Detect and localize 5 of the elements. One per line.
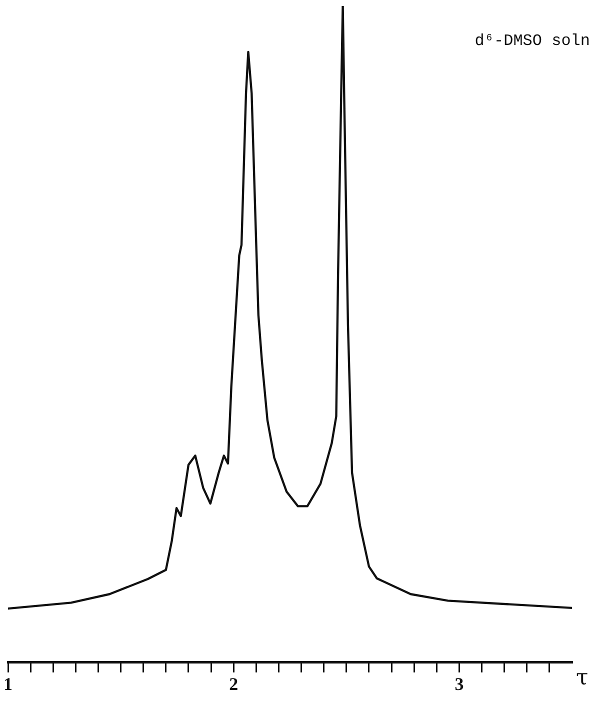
x-tick-label: 3 (454, 674, 464, 694)
x-tick-label: 1 (4, 674, 12, 694)
annotation: d⁶-DMSO soln (474, 32, 590, 50)
x-axis-title: τ (576, 665, 588, 690)
x-tick-label: 2 (229, 674, 238, 694)
